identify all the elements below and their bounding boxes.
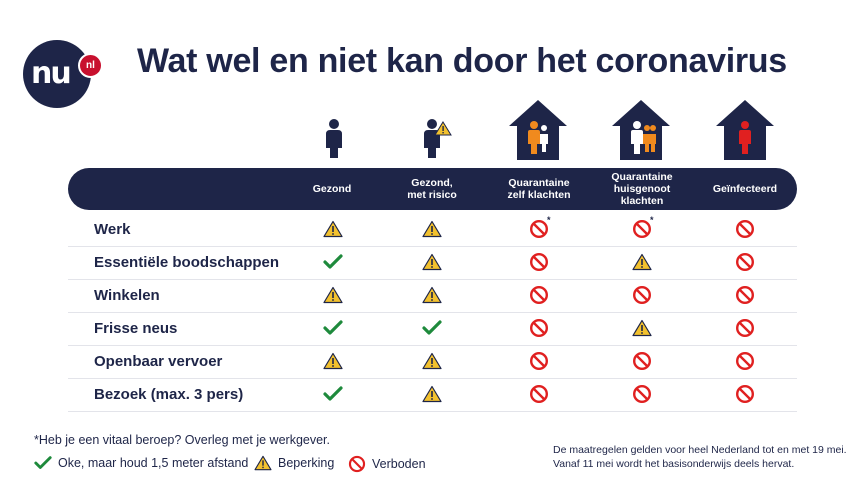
prohibited-icon <box>735 252 755 272</box>
prohibited-icon <box>632 285 652 305</box>
prohibited-icon <box>529 384 549 404</box>
prohibited-icon <box>348 455 366 473</box>
note-line-1: De maatregelen gelden voor heel Nederlan… <box>553 444 847 456</box>
legend-warn: Beperking <box>254 455 334 471</box>
prohibited-icon <box>632 351 652 371</box>
prohibited-icon <box>735 285 755 305</box>
column-header-quarantaine-huisgenoot: Quarantaine huisgenoot klachten <box>611 171 673 207</box>
footnote: *Heb je een vitaal beroep? Overleg met j… <box>34 433 330 447</box>
person-icon <box>326 119 342 158</box>
asterisk-marker: * <box>547 215 551 225</box>
warning-icon <box>254 455 272 471</box>
row-label: Winkelen <box>94 287 160 304</box>
prohibited-icon <box>529 219 549 239</box>
warning-icon <box>422 252 442 272</box>
column-header-gezond: Gezond <box>312 183 352 195</box>
warning-icon <box>422 351 442 371</box>
check-icon <box>323 318 343 338</box>
asterisk-marker: * <box>650 215 654 225</box>
table-row <box>68 345 797 379</box>
page-title: Wat wel en niet kan door het coronavirus <box>137 42 787 80</box>
column-header-geinfecteerd: Geïnfecteerd <box>712 183 778 195</box>
legend-ok: Oke, maar houd 1,5 meter afstand <box>34 455 248 471</box>
warning-icon <box>632 252 652 272</box>
house-self-icon <box>509 100 567 160</box>
prohibited-icon <box>735 351 755 371</box>
column-header-gezond-risico: Gezond, met risico <box>407 177 457 201</box>
legend-no: Verboden <box>348 455 426 473</box>
prohibited-icon <box>529 252 549 272</box>
check-icon <box>323 384 343 404</box>
prohibited-icon <box>632 219 652 239</box>
warning-icon <box>323 285 343 305</box>
row-label: Openbaar vervoer <box>94 353 223 370</box>
table-row <box>68 213 797 247</box>
row-label: Bezoek (max. 3 pers) <box>94 386 244 403</box>
warning-icon <box>422 384 442 404</box>
table-row <box>68 279 797 313</box>
note-line-2: Vanaf 11 mei wordt het basisonderwijs de… <box>553 458 795 470</box>
house-infected-icon <box>716 100 774 160</box>
warning-icon <box>323 219 343 239</box>
person-risk-icon <box>424 119 452 158</box>
warning-icon <box>632 318 652 338</box>
check-icon <box>422 318 442 338</box>
warning-icon <box>422 285 442 305</box>
table-header-bar <box>68 168 797 210</box>
prohibited-icon <box>529 285 549 305</box>
prohibited-icon <box>735 384 755 404</box>
column-header-quarantaine-zelf: Quarantaine zelf klachten <box>507 177 571 201</box>
prohibited-icon <box>632 384 652 404</box>
nu-logo: nu nl <box>23 40 103 108</box>
check-icon <box>323 252 343 272</box>
prohibited-icon <box>529 351 549 371</box>
row-label: Frisse neus <box>94 320 178 337</box>
check-icon <box>34 456 52 469</box>
column-icons <box>0 98 854 164</box>
table-row <box>68 312 797 346</box>
prohibited-icon <box>735 219 755 239</box>
house-housemate-icon <box>612 100 670 160</box>
logo-text: nu <box>31 56 72 91</box>
warning-icon <box>323 351 343 371</box>
row-label: Essentiële boodschappen <box>94 254 280 271</box>
prohibited-icon <box>735 318 755 338</box>
row-label: Werk <box>94 221 131 238</box>
logo-badge: nl <box>78 53 103 78</box>
table-row <box>68 378 797 412</box>
table-row <box>68 246 797 280</box>
warning-icon <box>422 219 442 239</box>
prohibited-icon <box>529 318 549 338</box>
